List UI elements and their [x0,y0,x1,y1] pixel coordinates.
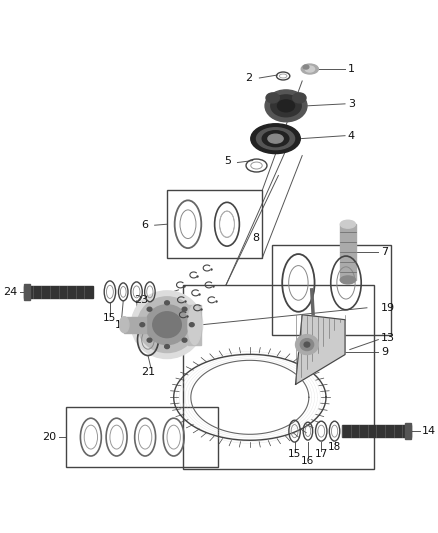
Ellipse shape [340,276,356,284]
Text: 6: 6 [141,220,148,230]
Text: 14: 14 [422,426,436,436]
Text: 19: 19 [381,303,396,313]
Ellipse shape [147,307,152,311]
Text: 24: 24 [4,287,18,297]
Bar [342,425,411,437]
Ellipse shape [300,338,314,351]
Ellipse shape [188,305,201,345]
Text: 16: 16 [301,456,314,466]
Ellipse shape [140,322,145,327]
Text: 17: 17 [132,320,145,330]
Ellipse shape [303,65,309,69]
Ellipse shape [262,131,289,147]
Text: 20: 20 [42,432,57,442]
Bar [124,317,146,333]
Ellipse shape [147,338,152,342]
Ellipse shape [266,93,279,103]
Text: 7: 7 [381,247,389,257]
Text: 16: 16 [115,320,128,330]
Ellipse shape [153,312,181,337]
Ellipse shape [120,317,129,333]
Ellipse shape [301,64,318,74]
Bar [24,286,93,298]
Text: 17: 17 [314,449,328,459]
Text: 4: 4 [348,131,355,141]
Ellipse shape [304,342,310,347]
Text: 1: 1 [348,64,355,74]
Bar [405,423,411,439]
Ellipse shape [165,301,170,305]
Text: 15: 15 [103,313,117,323]
Bar [340,224,356,280]
Ellipse shape [182,338,187,342]
Ellipse shape [131,291,203,359]
Bar [188,305,201,345]
Ellipse shape [145,305,188,345]
Text: 8: 8 [253,233,260,243]
Ellipse shape [257,128,295,150]
Text: 15: 15 [288,449,301,459]
Ellipse shape [293,93,306,103]
Ellipse shape [189,322,194,327]
Text: 18: 18 [328,442,341,452]
Ellipse shape [340,220,356,228]
Ellipse shape [165,345,170,349]
Text: 5: 5 [224,156,231,166]
Text: 3: 3 [348,99,355,109]
Bar [66,407,219,467]
Bar [167,190,262,258]
Ellipse shape [271,95,301,117]
Ellipse shape [268,134,283,143]
Bar [183,285,374,469]
Text: 13: 13 [381,333,395,343]
Text: 23: 23 [134,295,148,305]
Ellipse shape [138,297,197,352]
Text: 21: 21 [141,367,155,377]
Ellipse shape [296,335,318,354]
Ellipse shape [305,66,314,72]
Bar [24,284,30,300]
Text: 9: 9 [381,346,389,357]
Polygon shape [296,315,345,384]
Ellipse shape [251,124,300,154]
Text: 18: 18 [143,327,156,337]
Text: 2: 2 [246,73,253,83]
Bar [272,245,391,335]
Ellipse shape [182,307,187,311]
Ellipse shape [277,100,295,112]
Ellipse shape [265,90,307,122]
